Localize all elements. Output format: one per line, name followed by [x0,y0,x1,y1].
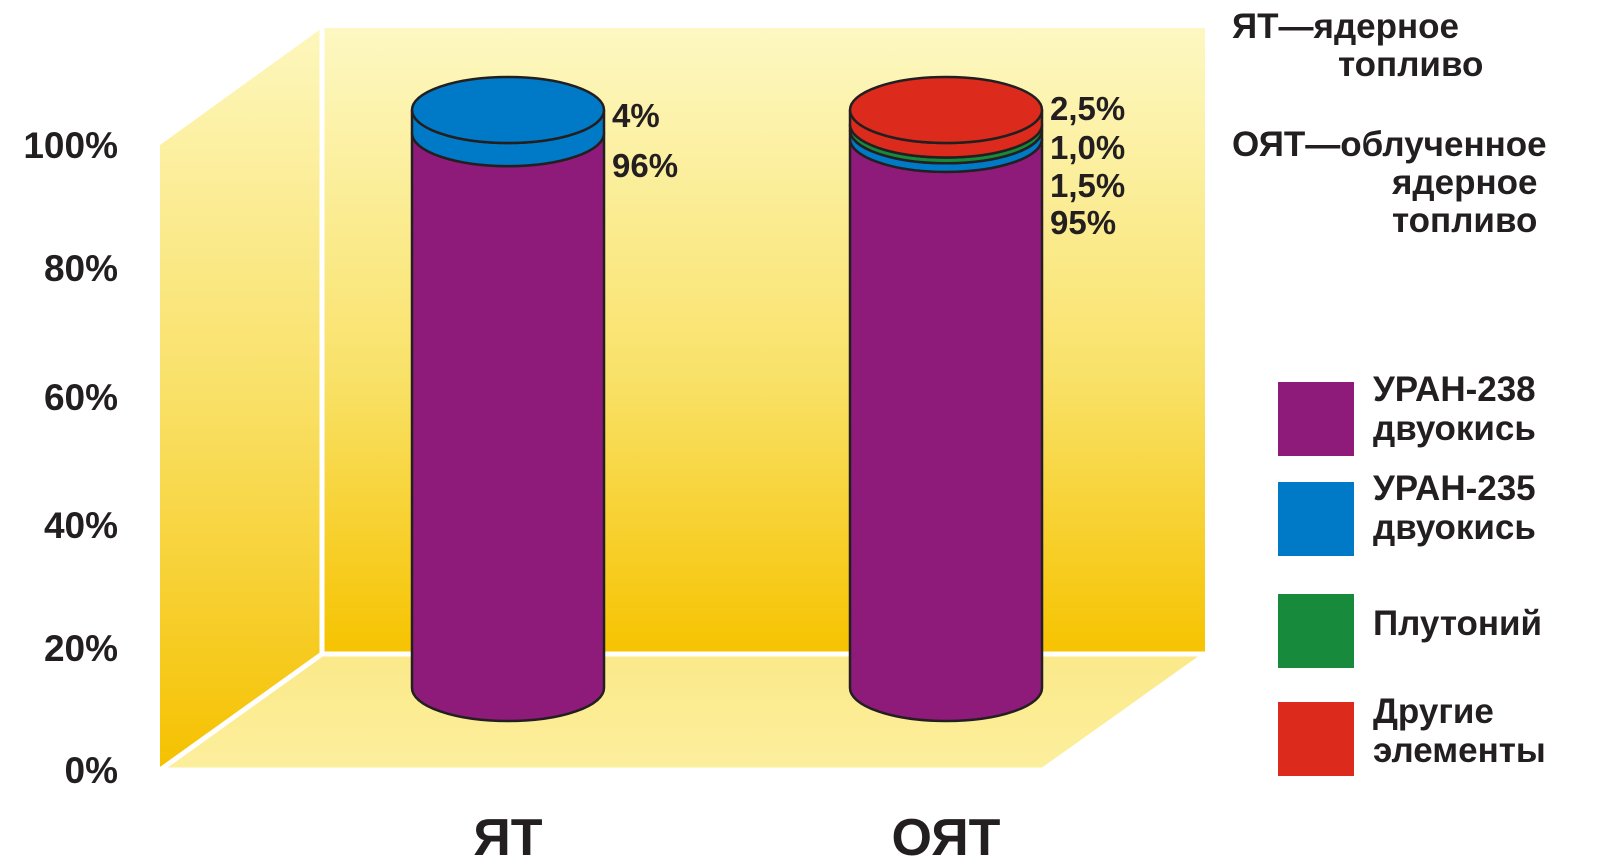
legend-label: УРАН-238 двуокись [1373,370,1536,448]
legend-item-plutonium: Плутоний [1278,594,1608,674]
y-tick-label: 100% [23,125,118,166]
floor [160,654,1205,770]
y-tick-label: 60% [44,377,118,418]
note-key: ОЯТ—облученное [1232,125,1547,164]
legend-swatch [1278,702,1354,776]
legend-swatch [1278,594,1354,668]
data-label: 2,5% [1050,90,1125,127]
x-tick-label: ОЯТ [892,809,1001,861]
legend-label: Другие элементы [1373,692,1546,770]
note-value: топливо [1338,45,1484,84]
x-axis-ticks: ЯТ ОЯТ [473,809,1000,861]
y-tick-label: 80% [44,248,118,289]
bar-segment [410,133,606,723]
legend-item-other: Другие элементы [1278,692,1608,782]
data-label: 96% [612,147,678,184]
data-label: 1,0% [1050,129,1125,166]
note-value: ядерное топливо [1392,163,1538,240]
data-label: 4% [612,97,660,134]
data-label: 1,5% [1050,167,1125,204]
bars [410,75,1044,723]
legend-item-u238: УРАН-238 двуокись [1278,370,1608,462]
legend-label: Плутоний [1373,604,1543,643]
note-key: ЯТ—ядерное [1232,7,1460,46]
chart-frame [158,28,1207,773]
y-tick-label: 0% [65,750,118,791]
note-oyt: ОЯТ—облученное ядерное топливо [1232,126,1547,240]
bar-top-cap [410,75,606,145]
legend-label: УРАН-235 двуокись [1373,469,1536,547]
x-tick-label: ЯТ [473,809,542,861]
y-tick-label: 40% [44,505,118,546]
y-tick-label: 20% [44,628,118,669]
data-labels: 96% 4% 95%1,5%1,0%2,5% [612,90,1125,241]
data-label: 95% [1050,204,1116,241]
legend-swatch [1278,382,1354,456]
y-axis-ticks: 0% 20% 40% 60% 80% 100% [23,125,118,791]
bar-segment [848,138,1044,723]
legend-swatch [1278,482,1354,556]
bar-top-cap [848,75,1044,145]
side-wall [160,28,322,770]
note-yt: ЯТ—ядерное топливо [1232,8,1483,84]
legend-item-u235: УРАН-235 двуокись [1278,469,1608,562]
